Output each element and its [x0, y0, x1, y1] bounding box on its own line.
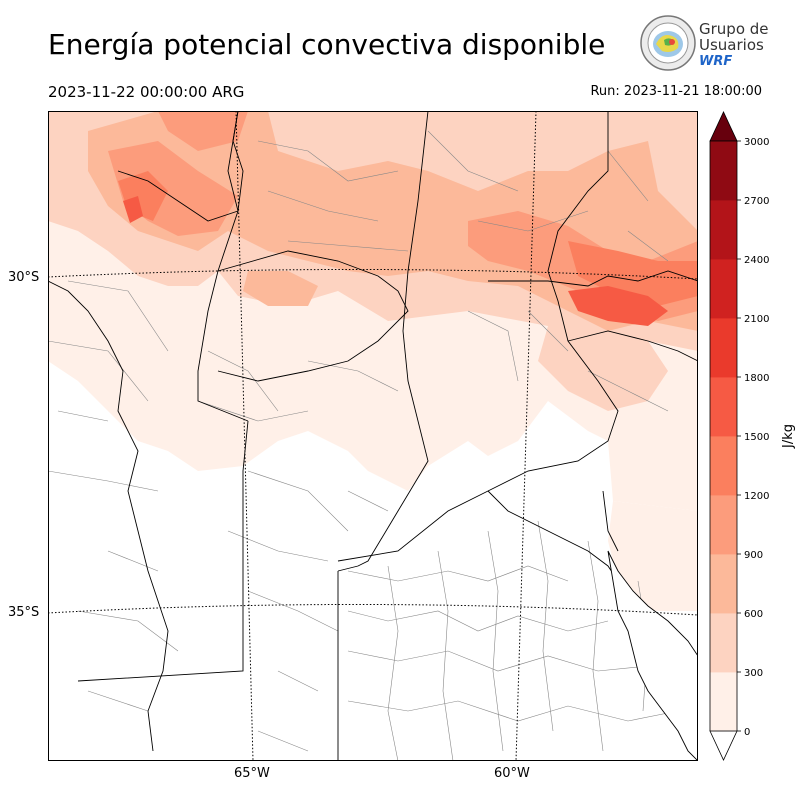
- logo-line2: Usuarios: [699, 36, 764, 54]
- cape-band-300-600: [538, 326, 668, 411]
- department-borders: [48, 130, 679, 761]
- lat-label-30s: 30°S: [8, 270, 40, 285]
- cape-band-1500-1800: [123, 196, 143, 223]
- valid-time: 2023-11-22 00:00:00 ARG: [48, 83, 245, 101]
- run-time: Run: 2023-11-21 18:00:00: [590, 84, 762, 99]
- cape-band-600-900: [243, 271, 318, 306]
- coastline: [607, 550, 698, 761]
- colorbar-ticks: 0 300 600 900 1200 1500 1800 2100 2400 2700 3000: [737, 137, 769, 738]
- colorbar-box: [710, 613, 737, 673]
- colorbar-tick-label: 300: [744, 668, 763, 679]
- cape-band-1200-1500: [568, 241, 698, 306]
- colorbar-tick-label: 2400: [744, 255, 769, 266]
- colorbar-tick-label: 0: [744, 727, 750, 738]
- province-borders: [48, 111, 698, 761]
- colorbar-extend-min: [709, 730, 738, 761]
- colorbar-box: [710, 554, 737, 614]
- cape-band-900-1200: [158, 111, 248, 151]
- map-frame: [48, 111, 698, 761]
- cape-band-0-300: [608, 501, 698, 611]
- colorbar-tick-label: 900: [744, 550, 763, 561]
- colorbar: 0 300 600 900 1200 1500 1800 2100 2400 2700 3000 J…: [709, 111, 796, 761]
- graticule: [48, 111, 698, 761]
- colorbar-box: [710, 141, 737, 201]
- colorbar-box: [710, 318, 737, 378]
- lat-label-35s: 35°S: [8, 605, 40, 620]
- colorbar-boxes: [709, 111, 738, 761]
- colorbar-box: [710, 495, 737, 555]
- logo-line3: WRF: [699, 54, 732, 69]
- colorbar-box: [710, 259, 737, 319]
- colorbar-tick-label: 2700: [744, 196, 769, 207]
- lat-35s-line: [48, 603, 698, 616]
- globe-icon: [640, 15, 696, 71]
- colorbar-box: [710, 672, 737, 732]
- colorbar-tick-label: 1800: [744, 373, 769, 384]
- logo-line1: Grupo de: [699, 20, 768, 38]
- wrf-logo: Grupo de Usuarios WRF: [640, 15, 768, 71]
- lon-label-65w: 65°W: [234, 766, 270, 781]
- lon-label-60w: 60°W: [494, 766, 530, 781]
- lat-30s-line: [48, 268, 698, 280]
- colorbar-box: [710, 377, 737, 437]
- colorbar-box: [710, 200, 737, 260]
- colorbar-tick-label: 3000: [744, 137, 769, 148]
- colorbar-tick-label: 600: [744, 609, 763, 620]
- colorbar-unit: J/kg: [781, 424, 796, 449]
- cape-fill: [48, 111, 698, 611]
- colorbar-tick-label: 2100: [744, 314, 769, 325]
- colorbar-tick-label: 1500: [744, 432, 769, 443]
- cape-band-1500-1800: [568, 286, 668, 326]
- colorbar-tick-label: 1200: [744, 491, 769, 502]
- border-andes: [48, 280, 169, 752]
- colorbar-extend-max: [709, 111, 738, 142]
- page-title: Energía potencial convectiva disponible: [48, 28, 606, 61]
- cape-map: [48, 111, 698, 761]
- colorbar-box: [710, 436, 737, 496]
